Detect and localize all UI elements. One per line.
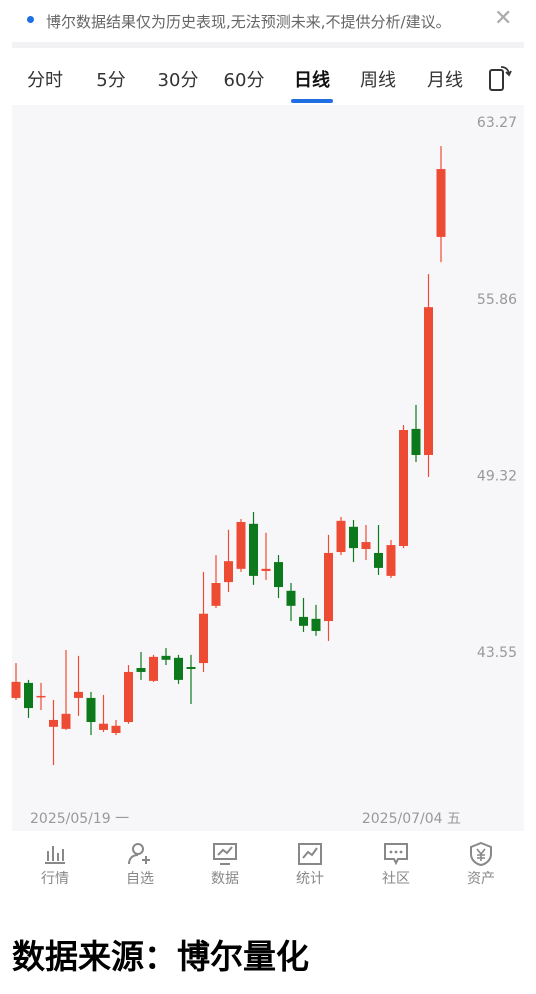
y-tick-label: 55.86 — [477, 292, 517, 308]
candle-body — [436, 169, 446, 237]
candle-body — [236, 522, 246, 569]
x-end-label: 2025/07/04 五 — [362, 811, 461, 827]
candle-body — [299, 616, 308, 626]
active-underline — [291, 99, 333, 103]
rotate-icon[interactable] — [487, 64, 513, 92]
candle-body — [74, 691, 83, 698]
candle-body — [361, 542, 371, 550]
candle-body — [324, 552, 333, 622]
candle-body — [11, 681, 21, 698]
nav-label: 统计 — [296, 871, 324, 887]
candle-body — [374, 552, 383, 568]
candle-body — [136, 667, 146, 672]
nav-item[interactable]: 统计 — [275, 832, 345, 888]
candle-body — [424, 307, 433, 456]
candle-body — [86, 697, 96, 723]
tab[interactable]: 周线 — [360, 70, 396, 91]
tab[interactable]: 5分 — [96, 70, 126, 91]
nav-label: 行情 — [41, 871, 69, 887]
nav-item[interactable]: 资产 — [446, 832, 516, 888]
period-tabs: 分时 5分 30分 60分 日线 周线 月线 — [0, 60, 536, 104]
candle-body — [261, 568, 271, 571]
nav-label: 自选 — [126, 871, 154, 887]
candle-body — [211, 583, 221, 606]
candle-body — [224, 561, 233, 583]
candle-body — [99, 723, 108, 730]
tab[interactable]: 分时 — [27, 70, 63, 91]
candle-body — [411, 428, 421, 456]
notice-banner: 博尔数据结果仅为历史表现,无法预测未来,不提供分析/建议。 ✕ — [0, 0, 536, 42]
nav-item[interactable]: 数据 — [190, 832, 260, 888]
candle-body — [124, 671, 133, 723]
tab[interactable]: 月线 — [427, 70, 463, 91]
close-button[interactable]: ✕ — [494, 6, 513, 31]
chart-background — [12, 105, 524, 831]
x-start-label: 2025/05/19 一 — [30, 811, 129, 827]
tab[interactable]: 日线 — [294, 70, 330, 91]
tab[interactable]: 60分 — [223, 70, 265, 91]
candle-body — [174, 657, 183, 680]
candle-body — [149, 656, 158, 681]
nav-item[interactable]: 社区 — [361, 832, 431, 888]
candle-body — [49, 719, 58, 727]
candle-body — [61, 713, 71, 729]
nav-item[interactable]: 自选 — [105, 832, 175, 888]
notice-text: 博尔数据结果仅为历史表现,无法预测未来,不提供分析/建议。 — [46, 13, 451, 31]
candle-body — [311, 618, 321, 631]
candle-body — [249, 523, 258, 576]
candle-body — [186, 667, 196, 669]
y-tick-label: 43.55 — [477, 645, 517, 661]
notice-dot — [27, 16, 34, 23]
nav-label: 资产 — [467, 871, 495, 887]
y-tick-label: 63.27 — [477, 115, 517, 131]
separator — [12, 42, 524, 48]
candle-body — [161, 655, 171, 660]
y-tick-label: 49.32 — [477, 468, 517, 484]
candle-body — [336, 520, 346, 553]
nav-label: 数据 — [211, 871, 239, 887]
nav-item[interactable]: 行情 — [20, 832, 90, 888]
candle-body — [286, 590, 296, 606]
candle-body — [399, 430, 408, 546]
source-note: 数据来源：博尔量化 — [12, 937, 309, 976]
candle-body — [386, 545, 396, 576]
bottom-nav: 行情 自选 数据 统计 社区 资产 — [0, 832, 536, 902]
candle-body — [274, 562, 283, 588]
candle-body — [24, 682, 33, 709]
candle-body — [199, 613, 208, 664]
nav-label: 社区 — [382, 871, 410, 887]
candle-body — [111, 725, 121, 734]
tab[interactable]: 30分 — [157, 70, 199, 91]
candle-body — [36, 695, 46, 698]
candle-body — [349, 526, 358, 549]
